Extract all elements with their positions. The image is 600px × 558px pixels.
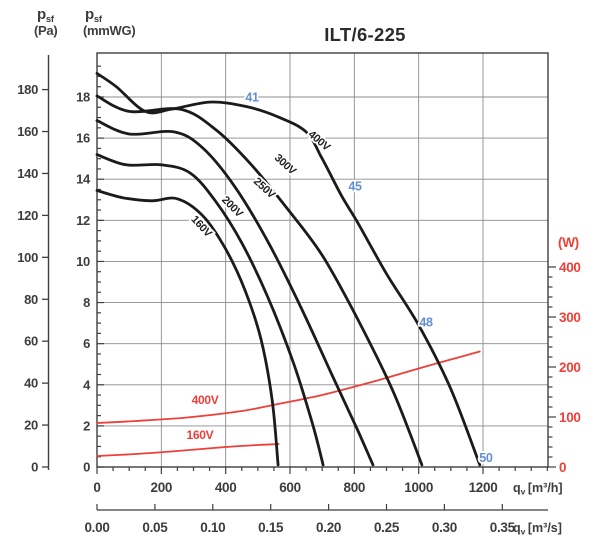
power-curve-400v (96, 350, 481, 424)
mmwg-axis-unit: (mmWG) (83, 23, 135, 38)
fan-curve-200v (95, 153, 325, 467)
pa-tick-label: 20 (24, 418, 38, 433)
grid (97, 53, 548, 467)
fan-curve-400v (95, 72, 482, 467)
chart-header: ILT/6-225 (324, 24, 406, 45)
watts-tick-label: 400 (559, 260, 581, 275)
fan-curve-160v (95, 189, 280, 467)
noise-label-41: 41 (245, 90, 259, 104)
watts-axis-unit: (W) (558, 235, 579, 250)
m3s-tick-label: 0.30 (432, 520, 457, 535)
m3h-tick-label: 600 (279, 480, 301, 495)
plot-frame (96, 52, 549, 468)
pa-tick-label: 40 (24, 376, 38, 391)
m3h-tick-label: 800 (344, 480, 366, 495)
mmwg-tick-label: 14 (76, 172, 91, 187)
pa-tick-label: 180 (17, 82, 38, 97)
power-curve-label-160v: 160V (187, 428, 214, 442)
mmwg-tick-label: 4 (83, 377, 91, 392)
mmwg-tick-label: 12 (76, 213, 90, 228)
mmwg-tick-label: 8 (83, 295, 90, 310)
watts-tick-label: 0 (559, 460, 566, 475)
pa-tick-label: 60 (24, 334, 38, 349)
m3s-tick-label: 0.35 (490, 520, 516, 535)
mmwg-tick-label: 10 (76, 254, 90, 269)
m3h-axis-symbol: qv [m³/h] (513, 481, 563, 497)
m3h-tick-label: 1200 (469, 480, 498, 495)
plot-frame (96, 52, 549, 468)
chart-title: ILT/6-225 (324, 24, 406, 45)
power-curves: 400V 160V (96, 350, 481, 457)
fan-curve-300v (95, 94, 424, 467)
noise-label-48: 48 (419, 315, 433, 329)
m3s-tick-label: 0.15 (258, 520, 284, 535)
m3h-tick-label: 0 (93, 480, 100, 495)
pa-tick-label: 160 (17, 124, 38, 139)
noise-labels: 41 45 48 50 (244, 89, 495, 467)
m3s-tick-label: 0.10 (200, 520, 225, 535)
pa-tick-label: 100 (17, 250, 38, 265)
pa-tick-label: 120 (17, 208, 38, 223)
watts-tick-label: 100 (559, 410, 581, 425)
fan-curve-label-300v: 300V (272, 152, 299, 178)
mmwg-tick-label: 2 (83, 418, 90, 433)
pa-tick-label: 80 (24, 292, 38, 307)
watts-tick-label: 200 (559, 360, 581, 375)
fan-curve-label-160v: 160V (188, 213, 214, 240)
m3s-tick-label: 0.25 (374, 520, 400, 535)
m3s-tick-label: 0.00 (84, 520, 109, 535)
fan-curve-250v (95, 119, 375, 467)
mmwg-tick-label: 18 (76, 90, 90, 105)
m3s-tick-label: 0.20 (316, 520, 341, 535)
m3h-tick-label: 1000 (404, 480, 433, 495)
m3h-tick-label: 400 (215, 480, 237, 495)
m3s-axis-symbol: qv [m³/s] (513, 521, 562, 537)
mmwg-tick-label: 6 (83, 336, 90, 351)
mmwg-tick-label: 0 (83, 460, 90, 475)
pa-axis-unit: (Pa) (34, 23, 57, 38)
watts-axis: 0 100 200 300 400 (W) (548, 235, 581, 475)
noise-label-50: 50 (479, 451, 493, 465)
mmwg-tick-label: 16 (76, 131, 90, 146)
power-curve-label-400v: 400V (192, 393, 219, 407)
pa-tick-label: 0 (31, 460, 38, 475)
m3h-tick-label: 200 (151, 480, 173, 495)
watts-tick-label: 300 (559, 310, 581, 325)
flow-m3h-axis: 0 200 400 600 800 1000 1200 qv [m³/h] (93, 467, 563, 497)
pa-tick-label: 140 (17, 166, 38, 181)
noise-label-45: 45 (348, 180, 362, 194)
power-curve-160v (96, 443, 280, 457)
m3s-tick-label: 0.05 (142, 520, 168, 535)
